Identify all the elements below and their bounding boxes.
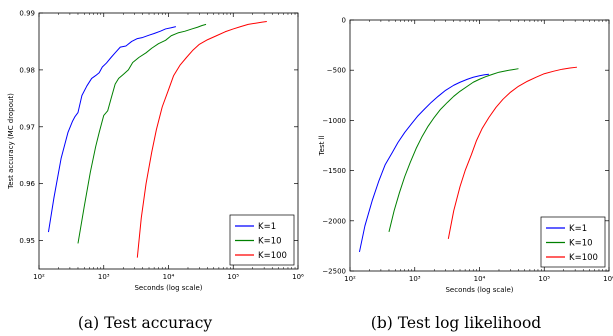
chart2-y-tick-label: −500 (327, 67, 346, 75)
chart1-legend-label-1: K=1 (258, 222, 276, 232)
chart1-y-tick-label: 0.98 (19, 66, 35, 74)
chart1-y-tick-label: 0.96 (19, 180, 35, 188)
chart1-series-line-2 (77, 23, 207, 244)
chart2-y-tick-label: 0 (342, 17, 346, 25)
chart1-y-tick-label: 0.99 (19, 10, 35, 18)
chart1-legend-label-2: K=10 (258, 237, 282, 247)
chart2-series-line-1 (358, 73, 490, 253)
chart2-x-tick-label: 10⁴ (474, 275, 486, 283)
chart2-legend-label-3: K=100 (569, 253, 598, 263)
chart2-legend-label-2: K=10 (569, 239, 593, 249)
chart1-x-tick-label: 10⁶ (292, 273, 304, 281)
chart1-y-tick-label: 0.97 (19, 123, 35, 131)
chart1-x-tick-label: 10³ (98, 273, 110, 281)
chart2-series-line-3 (447, 66, 578, 239)
chart2-x-tick-label: 10² (344, 275, 356, 283)
chart1-y-axis-label: Test accuracy (MC dropout) (7, 93, 15, 190)
chart1-series-line-3 (136, 21, 267, 258)
caption-b: (b) Test log likelihood (371, 314, 542, 332)
chart2-y-tick-label: −2000 (322, 217, 346, 225)
chart2-y-tick-label: −1500 (322, 167, 346, 175)
chart1-x-tick-label: 10⁵ (227, 273, 239, 281)
chart1-x-tick-label: 10² (33, 273, 45, 281)
chart2-x-tick-label: 10⁵ (538, 275, 550, 283)
chart2-y-axis-label: Test ll (318, 135, 326, 156)
chart2-x-axis-label: Seconds (log scale) (445, 286, 513, 294)
chart1-x-tick-label: 10⁴ (163, 273, 175, 281)
chart1-y-tick-label: 0.95 (19, 237, 35, 245)
chart2-y-tick-label: −2500 (322, 268, 346, 276)
chart2-legend-label-1: K=1 (569, 224, 587, 234)
chart2-x-tick-label: 10⁶ (603, 275, 613, 283)
chart1-legend-label-3: K=100 (258, 251, 287, 261)
chart1-x-axis-label: Seconds (log scale) (134, 284, 202, 292)
chart2-y-tick-label: −1000 (322, 117, 346, 125)
chart1-series-line-1 (47, 26, 176, 233)
caption-a: (a) Test accuracy (78, 314, 213, 332)
chart2-x-tick-label: 10³ (409, 275, 421, 283)
chart2-series-line-2 (388, 68, 519, 232)
